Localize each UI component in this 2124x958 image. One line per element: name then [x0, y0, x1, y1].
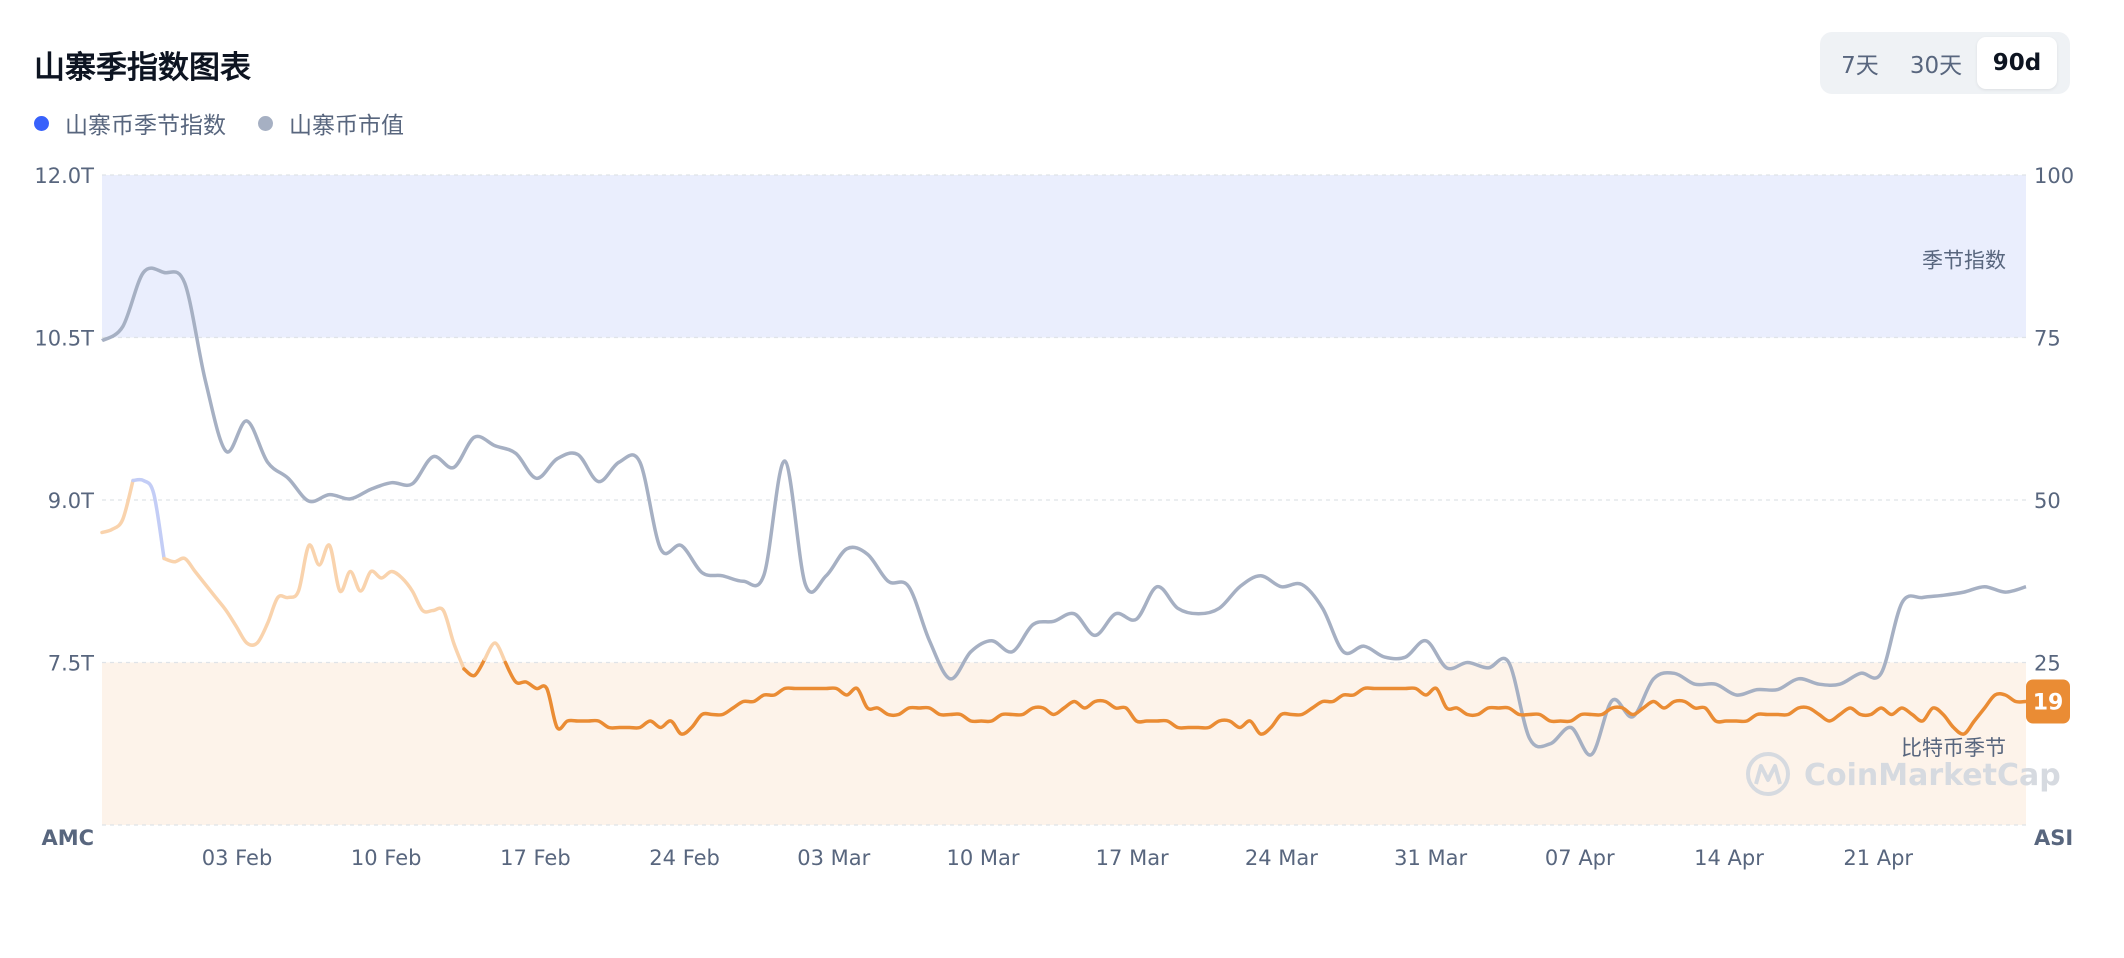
- x-axis-tick-label: 10 Feb: [351, 846, 422, 870]
- x-axis-tick-label: 24 Mar: [1245, 846, 1318, 870]
- bitcoin-season-zone: [102, 662, 2026, 825]
- altseason-index-line-segment: [131, 477, 166, 561]
- chart-legend: 山寨币季节指数 山寨币市值: [34, 106, 436, 140]
- x-axis-tick-label: 17 Mar: [1096, 846, 1169, 870]
- range-button-90d[interactable]: 90d: [1977, 37, 2057, 89]
- legend-dot-blue: [34, 115, 49, 131]
- x-axis-tick-label: 17 Feb: [500, 846, 571, 870]
- left-axis-tick-label: 9.0T: [48, 489, 94, 513]
- coinmarketcap-logo-icon: [1746, 752, 1790, 796]
- left-axis-tick-label: 10.5T: [34, 327, 94, 351]
- legend-item-altseason-index[interactable]: 山寨币季节指数: [34, 106, 226, 140]
- coinmarketcap-watermark: CoinMarketCap: [1746, 752, 2061, 796]
- market-cap-line: [101, 266, 2027, 757]
- range-button-30d[interactable]: 30天: [1909, 53, 1963, 79]
- left-axis-label: AMC: [41, 826, 94, 850]
- badge-value: 19: [2033, 691, 2064, 716]
- watermark-text: CoinMarketCap: [1804, 758, 2061, 793]
- legend-dot-gray: [258, 115, 273, 131]
- right-axis-tick-label: 50: [2034, 489, 2061, 513]
- altcoin-season-label: 季节指数: [1922, 249, 2006, 273]
- right-axis-label: ASI: [2034, 826, 2073, 850]
- current-value-badge: 19: [2026, 679, 2070, 724]
- altseason-index-line-segment: [482, 641, 508, 665]
- altseason-index-line-segment: [100, 478, 135, 535]
- altseason-index-line-segment: [162, 543, 466, 671]
- coinmarketcap-logo-mark: [1754, 764, 1782, 785]
- x-axis-tick-label: 10 Mar: [946, 846, 1019, 870]
- range-button-7d[interactable]: 7天: [1841, 53, 1879, 79]
- legend-label-altseason-index: 山寨币季节指数: [65, 113, 226, 139]
- x-axis-tick-label: 14 Apr: [1694, 846, 1764, 870]
- left-axis-tick-label: 7.5T: [48, 652, 94, 676]
- x-axis-tick-label: 31 Mar: [1394, 846, 1467, 870]
- altseason-index-line-segment: [503, 660, 2028, 736]
- right-axis-tick-label: 75: [2034, 327, 2061, 351]
- bitcoin-season-label: 比特币季节: [1901, 736, 2006, 760]
- altcoin-season-zone: [102, 175, 2026, 338]
- time-range-selector: 7天 30天 90d: [1820, 32, 2070, 94]
- badge-background: [2026, 679, 2070, 724]
- x-axis-tick-label: 21 Apr: [1843, 846, 1913, 870]
- right-axis-tick-label: 25: [2034, 652, 2061, 676]
- page-title: 山寨季指数图表: [34, 50, 251, 86]
- x-axis-tick-label: 03 Mar: [797, 846, 870, 870]
- legend-label-altcoin-marketcap: 山寨币市值: [289, 113, 404, 139]
- x-axis-tick-label: 03 Feb: [202, 846, 273, 870]
- right-axis-tick-label: 100: [2034, 164, 2074, 188]
- x-axis-tick-label: 07 Apr: [1545, 846, 1615, 870]
- legend-item-altcoin-marketcap[interactable]: 山寨币市值: [258, 106, 404, 140]
- altseason-index-line-segment: [462, 657, 487, 678]
- x-axis-tick-label: 24 Feb: [649, 846, 720, 870]
- left-axis-tick-label: 12.0T: [34, 164, 94, 188]
